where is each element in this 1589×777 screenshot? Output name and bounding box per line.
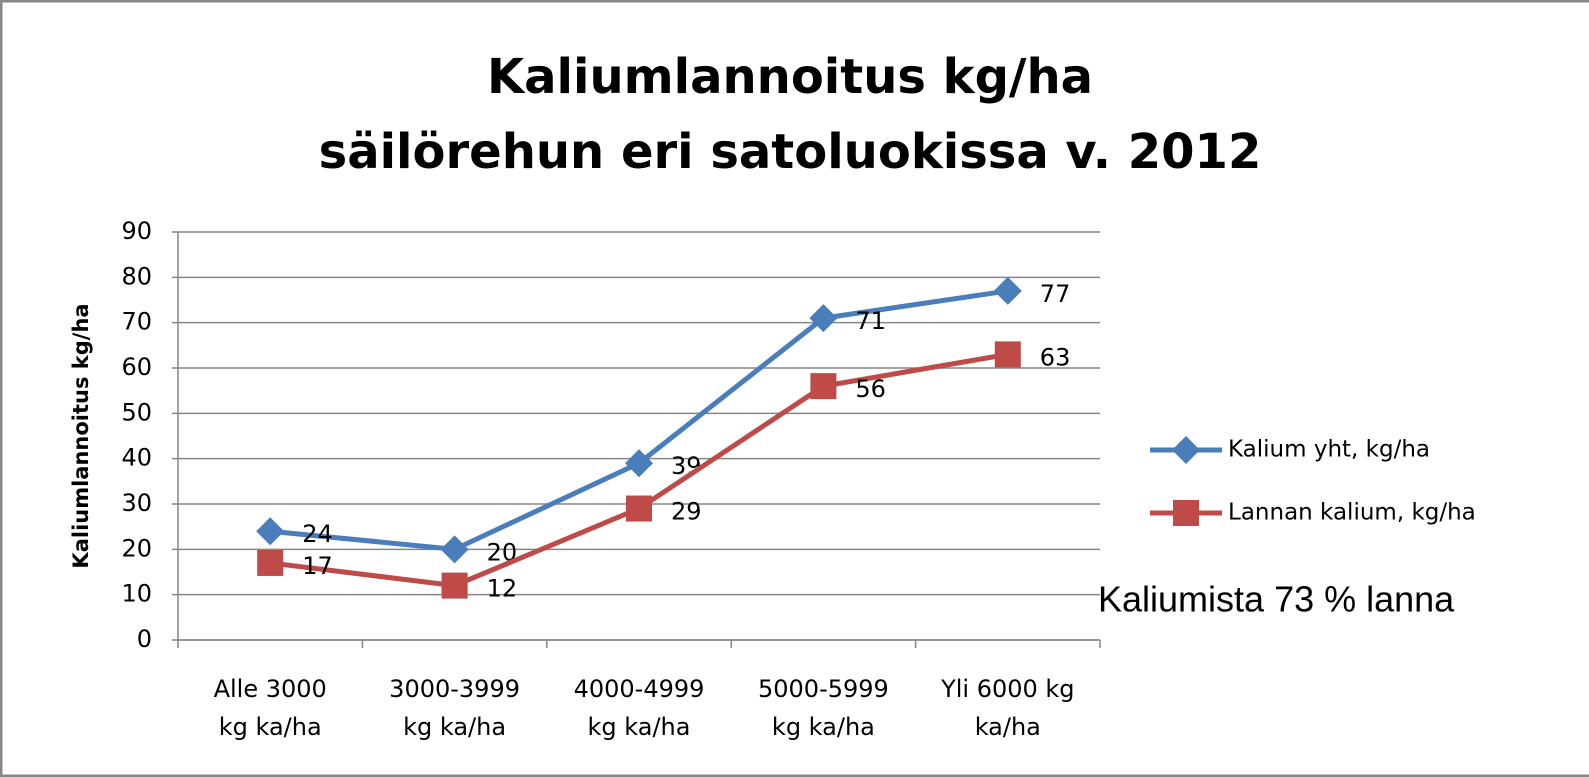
y-tick-label: 80 <box>121 262 152 290</box>
data-label: 63 <box>1040 343 1071 371</box>
y-tick-label: 30 <box>121 489 152 517</box>
x-tick-label: 4000-4999 kg ka/ha <box>574 675 705 741</box>
y-axis-label: Kaliumlannoitus kg/ha <box>69 303 93 568</box>
data-label: 17 <box>302 552 333 580</box>
point <box>809 304 838 333</box>
y-tick-label: 40 <box>121 444 152 472</box>
y-tick-label: 10 <box>121 580 152 608</box>
data-label: 29 <box>671 498 702 526</box>
chart-subtitle: säilörehun eri satoluokissa v. 2012 <box>319 124 1262 180</box>
data-label: 56 <box>855 375 886 403</box>
y-tick-label: 20 <box>121 534 152 562</box>
y-tick-label: 90 <box>121 217 152 245</box>
data-label: 24 <box>302 520 333 548</box>
annotation: Kaliumista 73 % lanna <box>1098 579 1455 620</box>
point <box>626 495 652 522</box>
point <box>810 373 837 400</box>
y-tick-label: 70 <box>121 308 152 336</box>
chart-title: Kaliumlannoitus kg/ha <box>487 49 1093 105</box>
data-label: 71 <box>855 307 886 335</box>
point <box>993 276 1022 305</box>
x-tick-label: Yli 6000 kg ka/ha <box>940 675 1074 741</box>
x-tick-label: 3000-3999 kg ka/ha <box>389 675 520 741</box>
point <box>440 535 469 564</box>
legend-label: Lannan kalium, kg/ha <box>1228 500 1476 526</box>
x-tick-label: Alle 3000 kg ka/ha <box>214 675 327 741</box>
point <box>257 549 284 576</box>
legend-marker <box>1173 500 1199 526</box>
y-tick-label: 60 <box>121 353 152 381</box>
point <box>625 449 653 478</box>
point <box>441 572 468 599</box>
data-label: 77 <box>1040 280 1071 308</box>
point <box>994 341 1021 368</box>
data-label: 12 <box>487 575 518 603</box>
legend-label: Kalium yht, kg/ha <box>1228 437 1430 463</box>
point <box>256 517 285 546</box>
y-tick-label: 0 <box>137 625 152 653</box>
x-tick-label: 5000-5999 kg ka/ha <box>758 675 889 741</box>
y-tick-label: 50 <box>121 398 152 426</box>
legend-marker <box>1172 436 1200 464</box>
